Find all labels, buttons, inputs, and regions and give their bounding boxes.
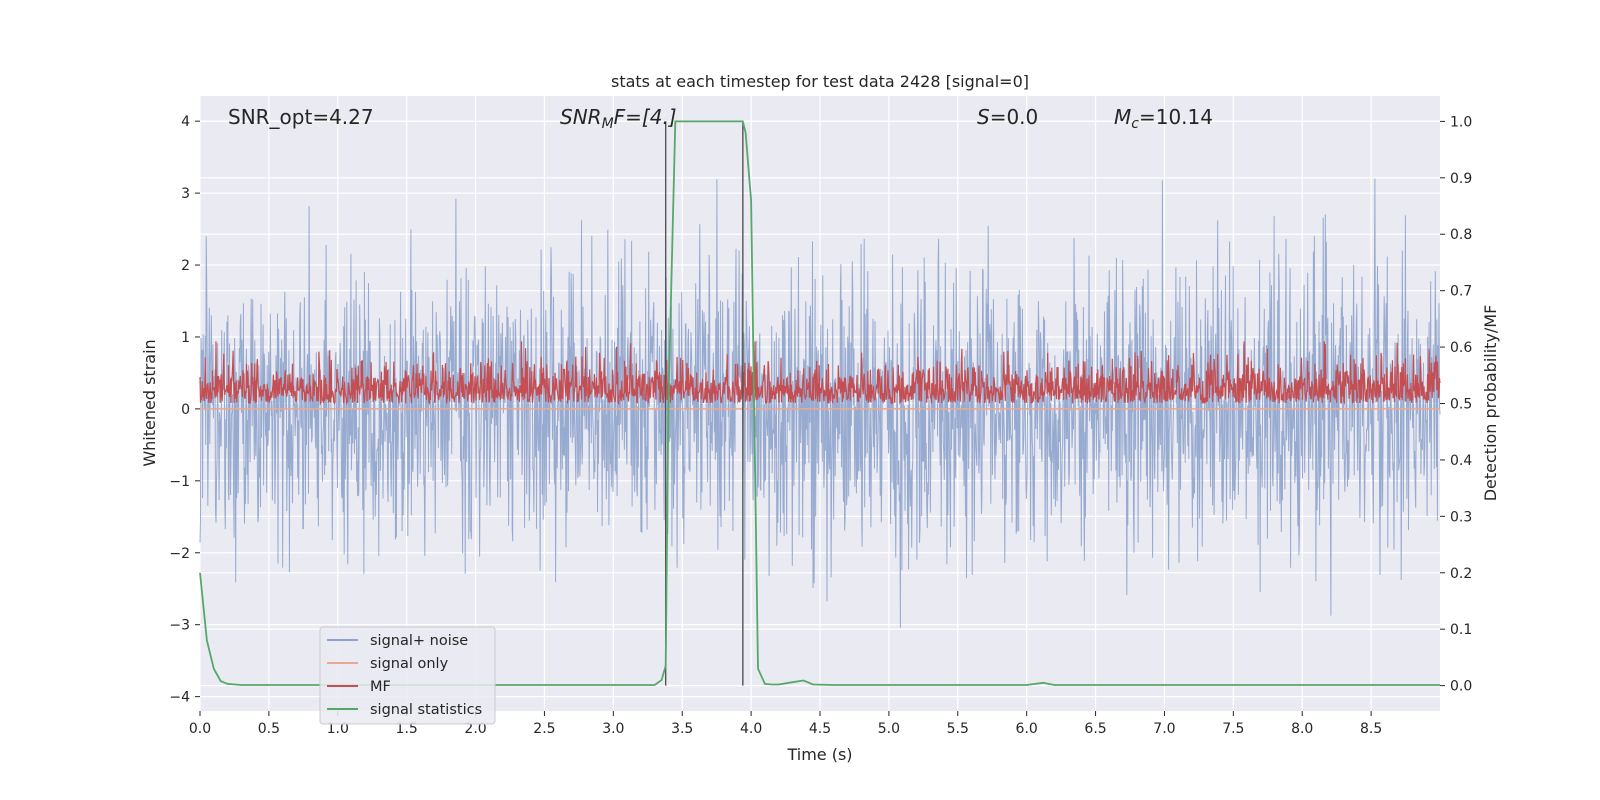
y-tick-label-5: −1 bbox=[169, 474, 190, 490]
ticks: 0.0 0.5 1.0 1.5 2.0 2.5 3.0 3.5 4.0 4.5 5.0 5.5 6.0 6… bbox=[169, 114, 1472, 737]
y-axis-label: Whitened strain bbox=[140, 339, 159, 466]
legend-label-signal-only: signal only bbox=[370, 656, 449, 672]
x-tick-label-6: 3.0 bbox=[602, 721, 624, 737]
y-right-tick-label-3: 0.7 bbox=[1450, 284, 1472, 300]
y-right-tick-label-2: 0.8 bbox=[1450, 227, 1472, 243]
x-tick-label-5: 2.5 bbox=[533, 721, 555, 737]
annotation-s: S=0.0 bbox=[977, 105, 1038, 129]
x-tick-label-12: 6.0 bbox=[1016, 721, 1038, 737]
x-tick-label-15: 7.5 bbox=[1222, 721, 1244, 737]
y-right-tick-label-6: 0.4 bbox=[1450, 453, 1472, 469]
y-right-tick-label-4: 0.6 bbox=[1450, 340, 1472, 356]
x-tick-label-1: 0.5 bbox=[258, 721, 280, 737]
y-tick-label-7: −3 bbox=[169, 618, 190, 634]
x-tick-label-9: 4.5 bbox=[809, 721, 831, 737]
legend-label-signal-noise: signal+ noise bbox=[370, 633, 468, 649]
y-right-tick-label-9: 0.1 bbox=[1450, 622, 1472, 638]
x-tick-label-7: 3.5 bbox=[671, 721, 693, 737]
annotation-snr-mf: SNRMF=[4.] bbox=[560, 105, 677, 132]
x-tick-label-2: 1.0 bbox=[327, 721, 349, 737]
y-tick-label-3: 1 bbox=[181, 330, 190, 346]
annotation-mc: Mc=10.14 bbox=[1114, 105, 1213, 132]
y-tick-label-2: 2 bbox=[181, 258, 190, 274]
y-tick-label-8: −4 bbox=[169, 690, 190, 706]
series-layer bbox=[199, 120, 1441, 686]
annotation-snr-opt: SNR_opt=4.27 bbox=[228, 105, 374, 129]
x-tick-label-16: 8.0 bbox=[1291, 721, 1313, 737]
x-tick-label-11: 5.5 bbox=[947, 721, 969, 737]
x-tick-label-8: 4.0 bbox=[740, 721, 762, 737]
series-signal-statistics bbox=[199, 120, 1440, 686]
legend: signal+ noise signal only MF signal stat… bbox=[319, 626, 496, 725]
y-right-tick-label-10: 0.0 bbox=[1450, 679, 1472, 695]
x-axis-label: Time (s) bbox=[786, 745, 852, 764]
y-axis-right-label: Detection probability/MF bbox=[1481, 305, 1500, 502]
x-tick-label-4: 2.0 bbox=[464, 721, 486, 737]
y-tick-label-1: 3 bbox=[181, 186, 190, 202]
y-tick-label-6: −2 bbox=[169, 546, 190, 562]
x-tick-label-0: 0.0 bbox=[189, 721, 211, 737]
y-right-tick-label-8: 0.2 bbox=[1450, 566, 1472, 582]
legend-label-mf: MF bbox=[370, 679, 391, 695]
legend-box bbox=[319, 626, 496, 725]
chart-title: stats at each timestep for test data 242… bbox=[611, 72, 1029, 91]
y-tick-label-0: 4 bbox=[181, 114, 190, 130]
x-tick-label-3: 1.5 bbox=[396, 721, 418, 737]
x-tick-label-14: 7.0 bbox=[1153, 721, 1175, 737]
x-tick-label-17: 8.5 bbox=[1360, 721, 1382, 737]
y-right-tick-label-7: 0.3 bbox=[1450, 509, 1472, 525]
legend-label-signal-statistics: signal statistics bbox=[370, 702, 482, 718]
y-tick-label-4: 0 bbox=[181, 402, 190, 418]
y-right-tick-label-0: 1.0 bbox=[1450, 114, 1472, 130]
x-tick-label-10: 5.0 bbox=[878, 721, 900, 737]
y-right-tick-label-1: 0.9 bbox=[1450, 171, 1472, 187]
series-mf bbox=[199, 341, 1441, 406]
x-tick-label-13: 6.5 bbox=[1084, 721, 1106, 737]
y-right-tick-label-5: 0.5 bbox=[1450, 397, 1472, 413]
